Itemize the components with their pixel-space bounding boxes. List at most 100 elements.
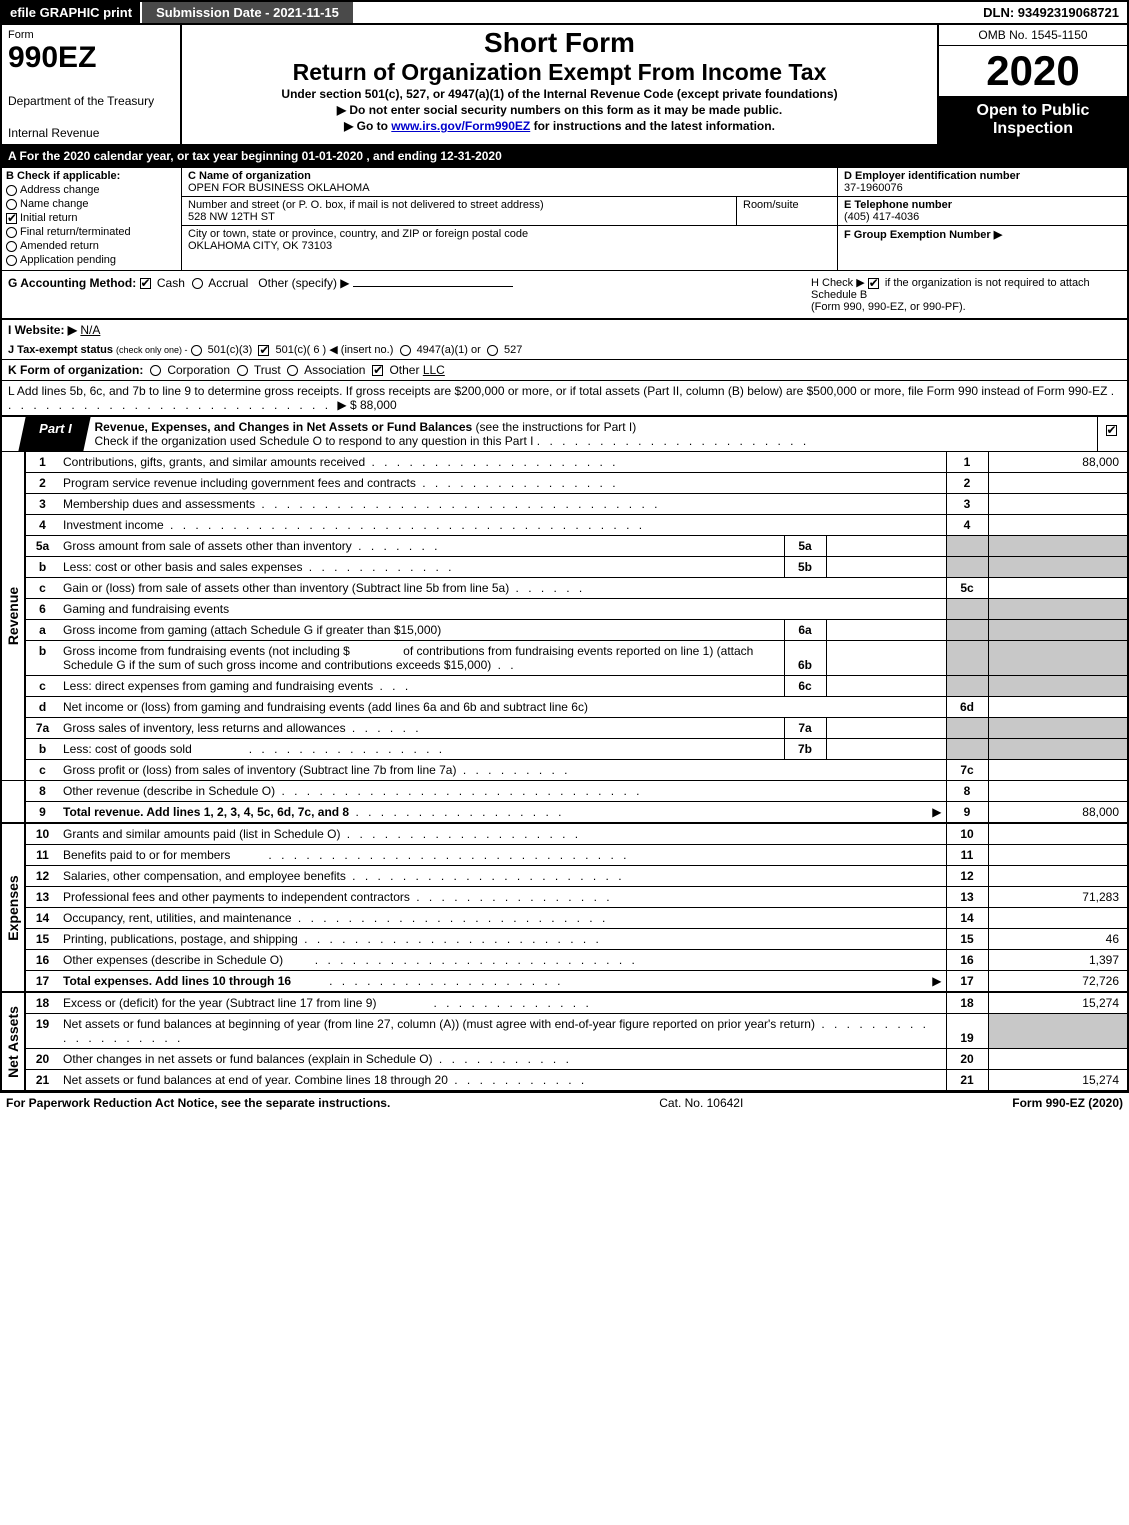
table-row: cGain or (loss) from sale of assets othe… bbox=[1, 578, 1128, 599]
part-1-dots: . . . . . . . . . . . . . . . . . . . . … bbox=[537, 434, 809, 448]
table-row: 15Printing, publications, postage, and s… bbox=[1, 929, 1128, 950]
k-label: K Form of organization: bbox=[8, 363, 143, 377]
b-header: B Check if applicable: bbox=[6, 170, 177, 182]
chk-final-return[interactable]: Final return/terminated bbox=[6, 226, 177, 238]
ein-value: 37-1960076 bbox=[844, 182, 903, 194]
j-label: J Tax-exempt status bbox=[8, 344, 113, 356]
part-1-tab: Part I bbox=[18, 417, 90, 451]
part-1-title-sub: (see the instructions for Part I) bbox=[476, 420, 637, 434]
footer-left: For Paperwork Reduction Act Notice, see … bbox=[6, 1096, 390, 1110]
part-1-title-bold: Revenue, Expenses, and Changes in Net As… bbox=[95, 420, 473, 434]
internal-revenue: Internal Revenue bbox=[8, 126, 174, 140]
chk-schedule-o[interactable] bbox=[1106, 425, 1117, 436]
city-label: City or town, state or province, country… bbox=[188, 228, 528, 240]
table-row: Expenses 10Grants and similar amounts pa… bbox=[1, 823, 1128, 845]
chk-name-change[interactable]: Name change bbox=[6, 198, 177, 210]
table-row: bLess: cost of goods sold . . . . . . . … bbox=[1, 739, 1128, 760]
table-row: aGross income from gaming (attach Schedu… bbox=[1, 620, 1128, 641]
line-rnum: 1 bbox=[946, 452, 988, 473]
table-row: bLess: cost or other basis and sales exp… bbox=[1, 557, 1128, 578]
opt-association: Association bbox=[304, 363, 365, 377]
col-b-checkboxes: B Check if applicable: Address change Na… bbox=[2, 168, 182, 270]
chk-application-pending[interactable]: Application pending bbox=[6, 254, 177, 266]
chk-h[interactable] bbox=[868, 278, 879, 289]
chk-trust[interactable] bbox=[237, 365, 248, 376]
table-row: 20Other changes in net assets or fund ba… bbox=[1, 1049, 1128, 1070]
j-sub: (check only one) - bbox=[116, 345, 188, 355]
l-amount: ▶ $ 88,000 bbox=[337, 398, 396, 412]
opt-trust: Trust bbox=[254, 363, 281, 377]
chk-527[interactable] bbox=[487, 345, 498, 356]
accrual-label: Accrual bbox=[208, 276, 248, 290]
city-value: OKLAHOMA CITY, OK 73103 bbox=[188, 240, 332, 252]
row-g-h: G Accounting Method: Cash Accrual Other … bbox=[0, 270, 1129, 320]
part-1-checkbox-cell bbox=[1097, 417, 1127, 451]
chk-501c[interactable] bbox=[258, 345, 269, 356]
part-1-header: Part I Revenue, Expenses, and Changes in… bbox=[0, 417, 1129, 452]
chk-cash[interactable] bbox=[140, 278, 151, 289]
row-k-org-form: K Form of organization: Corporation Trus… bbox=[0, 360, 1129, 381]
subtitle-ssn-warning: ▶ Do not enter social security numbers o… bbox=[190, 102, 929, 118]
street-cell: Number and street (or P. O. box, if mail… bbox=[182, 197, 737, 226]
dept-treasury: Department of the Treasury bbox=[8, 94, 174, 108]
g-accounting: G Accounting Method: Cash Accrual Other … bbox=[8, 276, 811, 313]
subtitle-section: Under section 501(c), 527, or 4947(a)(1)… bbox=[190, 86, 929, 102]
table-row: 12Salaries, other compensation, and empl… bbox=[1, 866, 1128, 887]
tel-value: (405) 417-4036 bbox=[844, 211, 919, 223]
header-center: Short Form Return of Organization Exempt… bbox=[182, 25, 937, 144]
ein-cell: D Employer identification number 37-1960… bbox=[838, 168, 1127, 196]
org-name: OPEN FOR BUSINESS OKLAHOMA bbox=[188, 182, 370, 194]
line-text: Contributions, gifts, grants, and simila… bbox=[59, 452, 946, 473]
group-exemption-cell: F Group Exemption Number ▶ bbox=[838, 225, 1127, 243]
irs-link[interactable]: www.irs.gov/Form990EZ bbox=[391, 119, 530, 133]
row-l-gross-receipts: L Add lines 5b, 6c, and 7b to line 9 to … bbox=[0, 381, 1129, 417]
chk-corporation[interactable] bbox=[150, 365, 161, 376]
chk-initial-return[interactable]: Initial return bbox=[6, 212, 177, 224]
title-return-exempt: Return of Organization Exempt From Incom… bbox=[190, 59, 929, 86]
form-header: Form 990EZ Department of the Treasury In… bbox=[0, 25, 1129, 146]
g-label: G Accounting Method: bbox=[8, 276, 136, 290]
efile-print-label[interactable]: efile GRAPHIC print bbox=[2, 2, 140, 23]
chk-address-change[interactable]: Address change bbox=[6, 184, 177, 196]
tel-cell: E Telephone number (405) 417-4036 bbox=[838, 196, 1127, 225]
ein-label: D Employer identification number bbox=[844, 170, 1020, 182]
other-label: Other (specify) ▶ bbox=[258, 276, 349, 290]
row-j-tax-exempt: J Tax-exempt status (check only one) - 5… bbox=[0, 340, 1129, 360]
tel-label: E Telephone number bbox=[844, 199, 952, 211]
chk-501c3[interactable] bbox=[191, 345, 202, 356]
table-row: 19Net assets or fund balances at beginni… bbox=[1, 1014, 1128, 1049]
other-specify-input[interactable] bbox=[353, 286, 513, 287]
i-label: I Website: ▶ bbox=[8, 323, 77, 337]
street-row: Number and street (or P. O. box, if mail… bbox=[182, 197, 837, 226]
table-row: 2Program service revenue including gover… bbox=[1, 473, 1128, 494]
omb-number: OMB No. 1545-1150 bbox=[939, 25, 1127, 46]
section-b-to-f: B Check if applicable: Address change Na… bbox=[0, 168, 1129, 270]
table-row: 21Net assets or fund balances at end of … bbox=[1, 1070, 1128, 1092]
chk-accrual[interactable] bbox=[192, 278, 203, 289]
table-row: 4Investment income . . . . . . . . . . .… bbox=[1, 515, 1128, 536]
header-left: Form 990EZ Department of the Treasury In… bbox=[2, 25, 182, 144]
form-number: 990EZ bbox=[8, 41, 174, 75]
goto-post: for instructions and the latest informat… bbox=[530, 119, 775, 133]
chk-4947[interactable] bbox=[400, 345, 411, 356]
table-row: 5aGross amount from sale of assets other… bbox=[1, 536, 1128, 557]
form-label: Form bbox=[8, 29, 174, 41]
city-cell: City or town, state or province, country… bbox=[182, 226, 837, 254]
opt-501c3: 501(c)(3) bbox=[208, 344, 253, 356]
cash-label: Cash bbox=[157, 276, 185, 290]
chk-amended-return[interactable]: Amended return bbox=[6, 240, 177, 252]
sidelabel-revenue: Revenue bbox=[1, 452, 25, 781]
table-row: Revenue 1 Contributions, gifts, grants, … bbox=[1, 452, 1128, 473]
room-cell: Room/suite bbox=[737, 197, 837, 226]
chk-association[interactable] bbox=[287, 365, 298, 376]
col-c-org-info: C Name of organization OPEN FOR BUSINESS… bbox=[182, 168, 837, 270]
part-1-check-line: Check if the organization used Schedule … bbox=[95, 434, 534, 448]
footer-cat-no: Cat. No. 10642I bbox=[390, 1096, 1012, 1110]
h-schedule-b: H Check ▶ if the organization is not req… bbox=[811, 276, 1121, 313]
table-row: 13Professional fees and other payments t… bbox=[1, 887, 1128, 908]
org-name-cell: C Name of organization OPEN FOR BUSINESS… bbox=[182, 168, 837, 197]
other-org-value: LLC bbox=[423, 363, 445, 377]
table-row: 7aGross sales of inventory, less returns… bbox=[1, 718, 1128, 739]
chk-other-org[interactable] bbox=[372, 365, 383, 376]
table-row: 9Total revenue. Add lines 1, 2, 3, 4, 5c… bbox=[1, 802, 1128, 824]
